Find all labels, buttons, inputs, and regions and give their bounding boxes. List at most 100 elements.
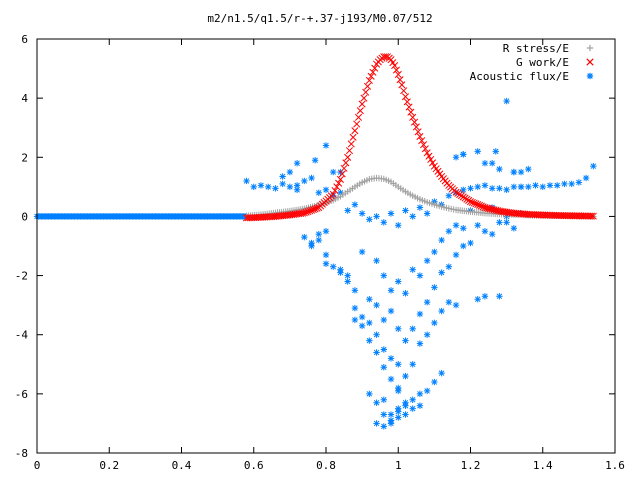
acoustic-flux-point: [525, 165, 532, 173]
acoustic-flux-point: [373, 257, 380, 264]
acoustic-flux-point: [395, 278, 402, 285]
acoustic-flux-point: [380, 423, 387, 430]
acoustic-flux-point: [265, 183, 272, 191]
g-work-point: [429, 159, 437, 167]
acoustic-flux-point: [460, 242, 467, 250]
g-work-point: [470, 199, 478, 207]
acoustic-flux-point: [510, 168, 518, 176]
acoustic-flux-point: [409, 396, 416, 403]
acoustic-flux-point: [358, 322, 366, 330]
g-work-point: [347, 140, 355, 148]
acoustic-flux-point: [380, 219, 387, 226]
g-work-point: [356, 107, 364, 115]
acoustic-flux-point: [301, 177, 308, 185]
acoustic-flux-point: [503, 97, 510, 105]
acoustic-flux-point: [279, 180, 286, 188]
acoustic-flux-point: [351, 201, 359, 208]
acoustic-flux-point: [423, 210, 431, 217]
acoustic-flux-point: [351, 304, 359, 312]
acoustic-flux-point: [380, 316, 387, 324]
acoustic-flux-point: [460, 225, 467, 232]
g-work-point: [338, 170, 346, 178]
g-work-point: [344, 153, 352, 161]
g-work-point: [409, 113, 417, 121]
g-work-point: [468, 198, 476, 206]
acoustic-flux-point: [308, 239, 315, 247]
g-work-point: [400, 87, 408, 95]
acoustic-flux-point: [395, 222, 402, 229]
acoustic-flux-point: [546, 182, 554, 189]
acoustic-flux-point: [423, 387, 431, 395]
acoustic-flux-point: [387, 355, 395, 362]
acoustic-flux-point: [311, 157, 319, 164]
acoustic-flux-point: [445, 192, 453, 199]
g-work-point: [423, 149, 431, 157]
acoustic-flux-point: [395, 387, 402, 395]
acoustic-flux-point: [366, 296, 373, 303]
g-work-point: [425, 152, 433, 160]
g-work-point: [313, 204, 321, 212]
acoustic-flux-point: [481, 293, 489, 300]
x-tick-label: 0.2: [99, 459, 119, 472]
acoustic-flux-point: [257, 182, 265, 189]
acoustic-flux-point: [460, 151, 467, 158]
legend-label-acoustic: Acoustic flux/E: [470, 70, 569, 83]
acoustic-flux-point: [481, 228, 489, 235]
g-work-point: [353, 120, 361, 128]
g-work-point: [421, 145, 429, 153]
acoustic-flux-point: [351, 287, 359, 294]
acoustic-flux-point: [373, 213, 380, 220]
g-work-point: [340, 164, 348, 172]
g-work-point: [382, 53, 390, 61]
acoustic-flux-point: [402, 207, 409, 214]
acoustic-flux-point: [474, 148, 481, 155]
acoustic-flux-point: [366, 216, 373, 223]
acoustic-flux-point: [517, 168, 525, 176]
acoustic-flux-point: [431, 378, 438, 386]
y-tick-label: 0: [21, 210, 28, 223]
acoustic-flux-point: [315, 236, 322, 244]
acoustic-flux-point: [380, 346, 387, 353]
g-work-point: [466, 198, 475, 206]
acoustic-flux-point: [322, 260, 330, 267]
acoustic-flux-point: [416, 402, 424, 409]
acoustic-flux-point: [387, 420, 395, 427]
y-tick-label: 2: [21, 151, 28, 164]
acoustic-flux-point: [337, 269, 344, 276]
acoustic-flux-point: [373, 420, 380, 427]
acoustic-flux-point: [496, 219, 503, 226]
y-tick-label: -2: [15, 270, 28, 283]
acoustic-flux-point: [503, 186, 510, 194]
y-tick-label: 4: [21, 92, 28, 105]
acoustic-flux-point: [373, 399, 380, 406]
tick-labels: 0 0.2 0.4 0.6 0.8 1 1.2 1.4 1.6 6 4 2 0 -2 -4 -6 -8: [15, 33, 625, 472]
acoustic-flux-point: [496, 165, 503, 173]
g-work-point: [405, 103, 413, 111]
acoustic-flux-point: [395, 408, 402, 415]
acoustic-flux-point: [322, 228, 330, 235]
g-work-point: [414, 128, 422, 136]
acoustic-flux-point: [445, 298, 453, 306]
acoustic-flux-point: [395, 414, 402, 421]
acoustic-flux-point: [575, 179, 583, 186]
acoustic-flux-point: [286, 183, 294, 191]
acoustic-flux-point: [438, 369, 445, 377]
acoustic-flux-point: [322, 142, 330, 149]
legend-label-g-work: G work/E: [516, 56, 569, 69]
g-work-point: [394, 70, 402, 79]
acoustic-flux-point: [373, 301, 380, 309]
g-work-point: [365, 76, 373, 84]
g-work-point: [475, 201, 484, 209]
x-tick-label: 1.4: [533, 459, 553, 472]
g-work-point: [407, 108, 415, 116]
g-work-point: [363, 82, 372, 90]
g-work-point: [398, 81, 406, 89]
x-tick-label: 0.8: [316, 459, 336, 472]
x-tick-label: 1: [395, 459, 402, 472]
acoustic-flux-point: [431, 284, 438, 291]
acoustic-flux-point: [315, 230, 322, 238]
g-work-point: [333, 183, 341, 191]
acoustic-flux-point: [431, 248, 438, 256]
g-work-point: [416, 133, 424, 141]
acoustic-flux-point: [402, 411, 409, 418]
